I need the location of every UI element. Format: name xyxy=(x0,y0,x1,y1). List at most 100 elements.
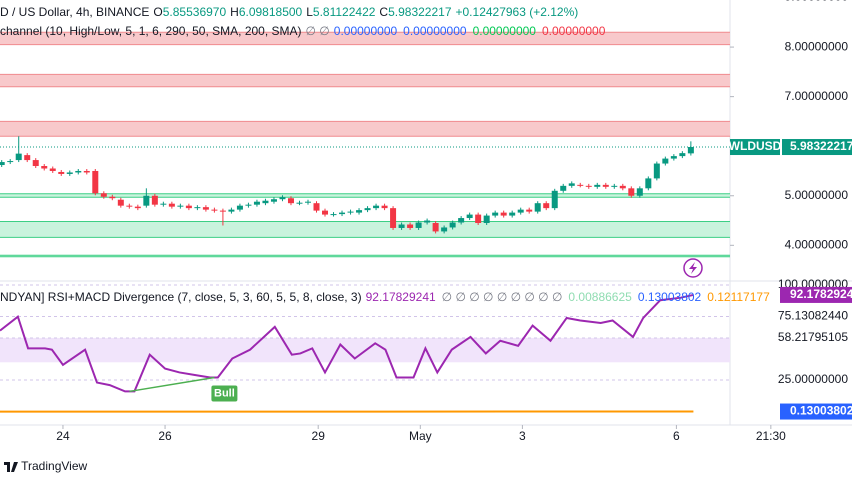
change: +0.12427963 (+2.12%) xyxy=(455,5,579,19)
candle-body xyxy=(262,200,269,204)
candle-body xyxy=(611,185,618,187)
candle-body xyxy=(679,153,686,157)
logo xyxy=(4,461,18,472)
value-badge xyxy=(780,403,852,420)
ohlc-label: C xyxy=(379,5,389,19)
zone xyxy=(0,32,730,45)
x-tick-label: 29 xyxy=(312,429,326,443)
x-tick-label: 21:30 xyxy=(756,429,786,443)
rsi-values: 92.17829241 ∅ ∅ ∅ ∅ ∅ ∅ ∅ ∅ ∅ 0.00886625 0.… xyxy=(366,290,770,304)
rsi-value: 0.00886625 xyxy=(568,290,632,304)
indicator-header: channel (10, High/Low, 5, 1, 6, 290, 50,… xyxy=(0,24,605,38)
y-tick-label: 9.00000000 xyxy=(785,0,849,4)
candle-body xyxy=(407,224,414,228)
candle-body xyxy=(211,209,218,211)
y-tick-label: 5.00000000 xyxy=(785,188,849,202)
indicator-nulls: ∅ ∅ xyxy=(305,24,330,38)
series-line xyxy=(0,293,694,393)
candle-body xyxy=(313,203,320,211)
candle-body xyxy=(687,147,694,154)
zone xyxy=(0,74,730,87)
candle-body xyxy=(381,205,388,209)
candle-body xyxy=(500,212,507,216)
candle-body xyxy=(202,207,209,210)
candle-body xyxy=(517,209,524,213)
value-badge-text: 92.17829241 xyxy=(790,287,852,301)
candle-body xyxy=(100,193,107,197)
x-tick-label: 6 xyxy=(673,429,680,443)
ohlc-label: L xyxy=(306,5,313,19)
symbol-badge: WLDUSD xyxy=(729,139,782,153)
ohlc-value: 5.98322217 xyxy=(388,5,452,19)
symbol-header: D / US Dollar, 4h, BINANCE O5.85536970 H6… xyxy=(0,5,578,19)
candle-body xyxy=(194,207,201,209)
y-tick-label: 7.00000000 xyxy=(785,89,849,103)
indicator-value: 0.00000000 xyxy=(472,24,536,38)
divergence-label-box xyxy=(211,385,238,402)
symbol-badge-box xyxy=(730,139,780,156)
ohlc: O5.85536970 H6.09818500 L5.81122422 C5.9832… xyxy=(153,5,451,19)
candle-body xyxy=(483,215,490,224)
candle-body xyxy=(466,214,473,219)
ohlc-value: 5.85536970 xyxy=(162,5,227,19)
alert-icon xyxy=(683,258,703,278)
candle-body xyxy=(585,185,592,187)
candle-body xyxy=(15,153,22,161)
value-badge-text: 0.13003802 xyxy=(790,404,852,418)
candle-body xyxy=(304,201,311,203)
ohlc-value: 6.09818500 xyxy=(238,5,303,19)
indicator-value: 0.00000000 xyxy=(333,24,398,38)
candle-body xyxy=(594,184,601,187)
candle-body xyxy=(526,209,533,212)
y-tick-label: 25.00000000 xyxy=(778,372,848,386)
candle-body xyxy=(653,163,660,179)
candle-body xyxy=(160,203,167,205)
candle-body xyxy=(177,205,184,207)
ohlc-item: C5.98322217 xyxy=(379,5,451,19)
axes: 4.00000000 5.00000000 7.00000000 8.00000000… xyxy=(56,0,852,443)
rsi-value: ∅ ∅ ∅ ∅ ∅ ∅ ∅ ∅ ∅ xyxy=(441,290,563,304)
candle-body xyxy=(424,220,431,223)
y-tick-label: 4.00000000 xyxy=(785,237,849,251)
candle-body xyxy=(364,208,371,211)
rsi-value: 0.13003802 xyxy=(637,290,702,304)
candle-body xyxy=(270,199,277,202)
candle-body xyxy=(602,184,609,187)
candle-body xyxy=(287,198,294,204)
candle-body xyxy=(509,212,516,216)
candle-body xyxy=(279,197,286,200)
candle-body xyxy=(75,170,82,173)
candle-body xyxy=(151,195,158,205)
candle-body xyxy=(568,183,575,186)
price-badge-box xyxy=(782,139,852,156)
candle-body xyxy=(32,160,39,167)
candle-body xyxy=(296,202,303,204)
candle-body xyxy=(49,168,56,171)
ohlc-item: H6.09818500 xyxy=(230,5,302,19)
candle-body xyxy=(66,172,73,174)
candle-body xyxy=(415,222,422,228)
candle-body xyxy=(236,205,243,210)
candle-body xyxy=(432,223,439,232)
ohlc-item: O5.85536970 xyxy=(153,5,226,19)
candle-body xyxy=(475,214,482,224)
candle-body xyxy=(339,212,346,215)
y-tick-label: 58.21795105 xyxy=(778,330,848,344)
candle-body xyxy=(441,227,448,232)
candle-body xyxy=(347,211,354,213)
candle-body xyxy=(449,222,456,228)
rsi-value: 0.12117177 xyxy=(707,290,770,304)
candle-body xyxy=(126,205,133,207)
candle-body xyxy=(245,204,252,206)
zone xyxy=(0,121,730,137)
indicator-value: 0.00000000 xyxy=(541,24,606,38)
candle-body xyxy=(492,212,499,216)
candle-body xyxy=(645,178,652,189)
candle-body xyxy=(134,206,141,209)
ohlc-item: L5.81122422 xyxy=(306,5,375,19)
ohlc-value: 5.81122422 xyxy=(312,5,376,19)
candle-body xyxy=(619,185,626,189)
candle-body xyxy=(58,171,65,174)
